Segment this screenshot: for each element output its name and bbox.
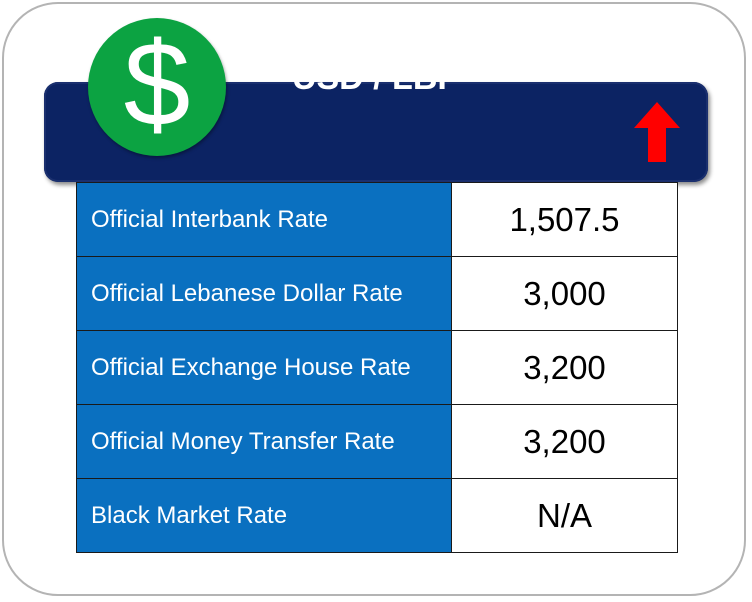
table-row: Official Exchange House Rate 3,200 — [76, 330, 678, 405]
dollar-coin-icon: $ — [88, 18, 226, 156]
dollar-sign-icon: $ — [123, 17, 191, 151]
rates-table: Official Interbank Rate 1,507.5 Official… — [76, 182, 678, 553]
rate-label: Official Lebanese Dollar Rate — [76, 256, 452, 331]
page-title: Exchange Rate USD / LBP — [0, 6, 752, 102]
arrow-up-icon — [634, 102, 680, 162]
rate-value: 3,200 — [451, 404, 678, 479]
title-line-exchange-rate: Exchange Rate — [254, 11, 498, 49]
rate-label: Official Money Transfer Rate — [76, 404, 452, 479]
table-row: Official Interbank Rate 1,507.5 — [76, 182, 678, 257]
table-row: Black Market Rate N/A — [76, 478, 678, 553]
rate-value: 1,507.5 — [451, 182, 678, 257]
rate-label: Black Market Rate — [76, 478, 452, 553]
table-row: Official Money Transfer Rate 3,200 — [76, 404, 678, 479]
rate-label: Official Exchange House Rate — [76, 330, 452, 405]
rate-label: Official Interbank Rate — [76, 182, 452, 257]
table-row: Official Lebanese Dollar Rate 3,000 — [76, 256, 678, 331]
rate-value: 3,000 — [451, 256, 678, 331]
arrow-up-icon-shape — [634, 102, 680, 162]
rate-value: 3,200 — [451, 330, 678, 405]
rate-value: N/A — [451, 478, 678, 553]
title-line-currency-pair: USD / LBP — [291, 59, 461, 97]
